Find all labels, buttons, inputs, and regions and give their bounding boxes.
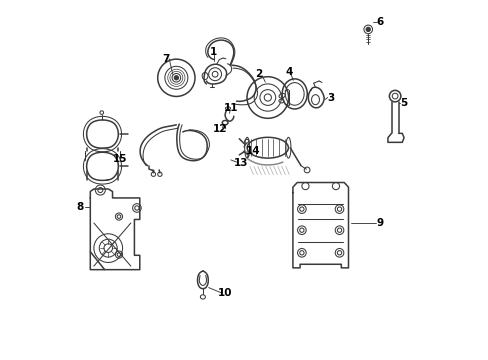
Text: 14: 14 [245,145,260,156]
Circle shape [174,76,178,80]
Text: 6: 6 [376,17,383,27]
Text: 1: 1 [210,46,217,57]
Circle shape [366,27,369,32]
Text: 8: 8 [77,202,84,212]
Text: 2: 2 [255,69,262,79]
Text: 11: 11 [223,103,238,113]
Text: 3: 3 [327,93,334,103]
Text: 7: 7 [162,54,169,64]
Text: 5: 5 [399,98,407,108]
Text: 15: 15 [112,154,127,164]
Text: 4: 4 [285,67,292,77]
Text: 9: 9 [376,218,383,228]
Text: 12: 12 [212,124,227,134]
Text: 13: 13 [233,158,247,168]
Text: 10: 10 [218,288,232,298]
